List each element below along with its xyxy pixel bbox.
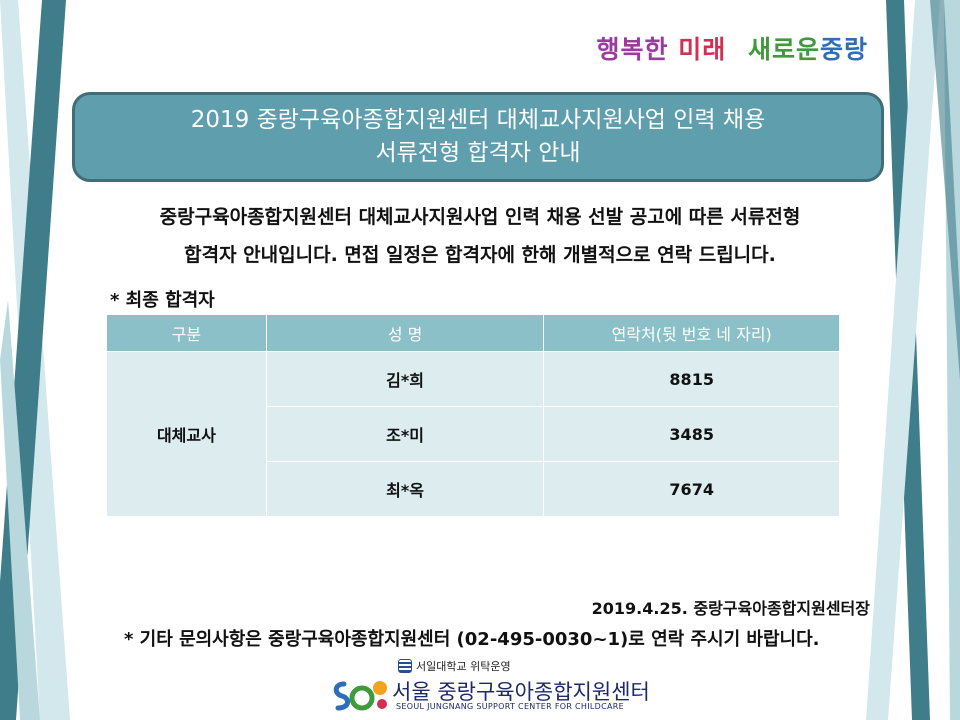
slogan: 행복한 미래 새로운중랑 (597, 30, 869, 66)
slogan-part4: 중랑 (819, 35, 868, 64)
contact-cell: 3485 (543, 406, 840, 462)
name-cell: 조*미 (265, 406, 545, 462)
category-cell: 대체교사 (106, 351, 267, 517)
date-signature: 2019.4.25. 중랑구육아종합지원센터장 (591, 599, 870, 618)
slogan-part1: 행복한 (596, 35, 669, 64)
center-english-name: SEOUL JUNGNANG SUPPORT CENTER FOR CHILDC… (396, 702, 624, 711)
title-line2: 서류전형 합격자 안내 (375, 140, 581, 166)
header-contact: 연락처(뒷 번호 네 자리) (543, 314, 840, 352)
center-name: 서울 중랑구육아종합지원센터 (392, 680, 650, 704)
title-line1: 2019 중랑구육아종합지원센터 대체교사지원사업 인력 채용 (190, 107, 766, 133)
slogan-part3: 새로운 (747, 35, 820, 64)
header-category: 구분 (106, 314, 267, 352)
slogan-part2: 미래 (678, 35, 727, 64)
header-name: 성 명 (265, 314, 545, 352)
footer-logo-area: 서일대학교 위탁운영 서울 중랑구육아종합지원센터 SEOUL JUNGNANG… (330, 656, 650, 716)
center-logo-icon (333, 681, 387, 711)
table-row: 대체교사 김*희 8815 (106, 351, 840, 517)
name-cell: 최*옥 (265, 461, 545, 517)
university-text: 서일대학교 위탁운영 (416, 660, 511, 673)
contact-info: * 기타 문의사항은 중랑구육아종합지원센터 (02-495-0030~1)로 … (124, 629, 820, 650)
table-header-row: 구분 성 명 연락처(뒷 번호 네 자리) (106, 314, 840, 352)
section-label: * 최종 합격자 (110, 290, 215, 311)
contact-cell: 7674 (543, 461, 840, 517)
university-label: 서일대학교 위탁운영 (398, 658, 511, 674)
contact-cell: 8815 (543, 351, 840, 407)
table-row: 최*옥 7674 (107, 461, 840, 517)
title-banner: 2019 중랑구육아종합지원센터 대체교사지원사업 인력 채용 서류전형 합격자… (72, 92, 884, 182)
university-emblem-icon (398, 659, 412, 673)
results-table: 구분 성 명 연락처(뒷 번호 네 자리) 대체교사 김*희 8815 조*미 … (106, 314, 840, 517)
notice-line2: 합격자 안내입니다. 면접 일정은 합격자에 한해 개별적으로 연락 드립니다. (184, 244, 776, 266)
name-cell: 김*희 (265, 351, 545, 407)
notice-line1: 중랑구육아종합지원센터 대체교사지원사업 인력 채용 선발 공고에 따른 서류전… (159, 206, 801, 228)
